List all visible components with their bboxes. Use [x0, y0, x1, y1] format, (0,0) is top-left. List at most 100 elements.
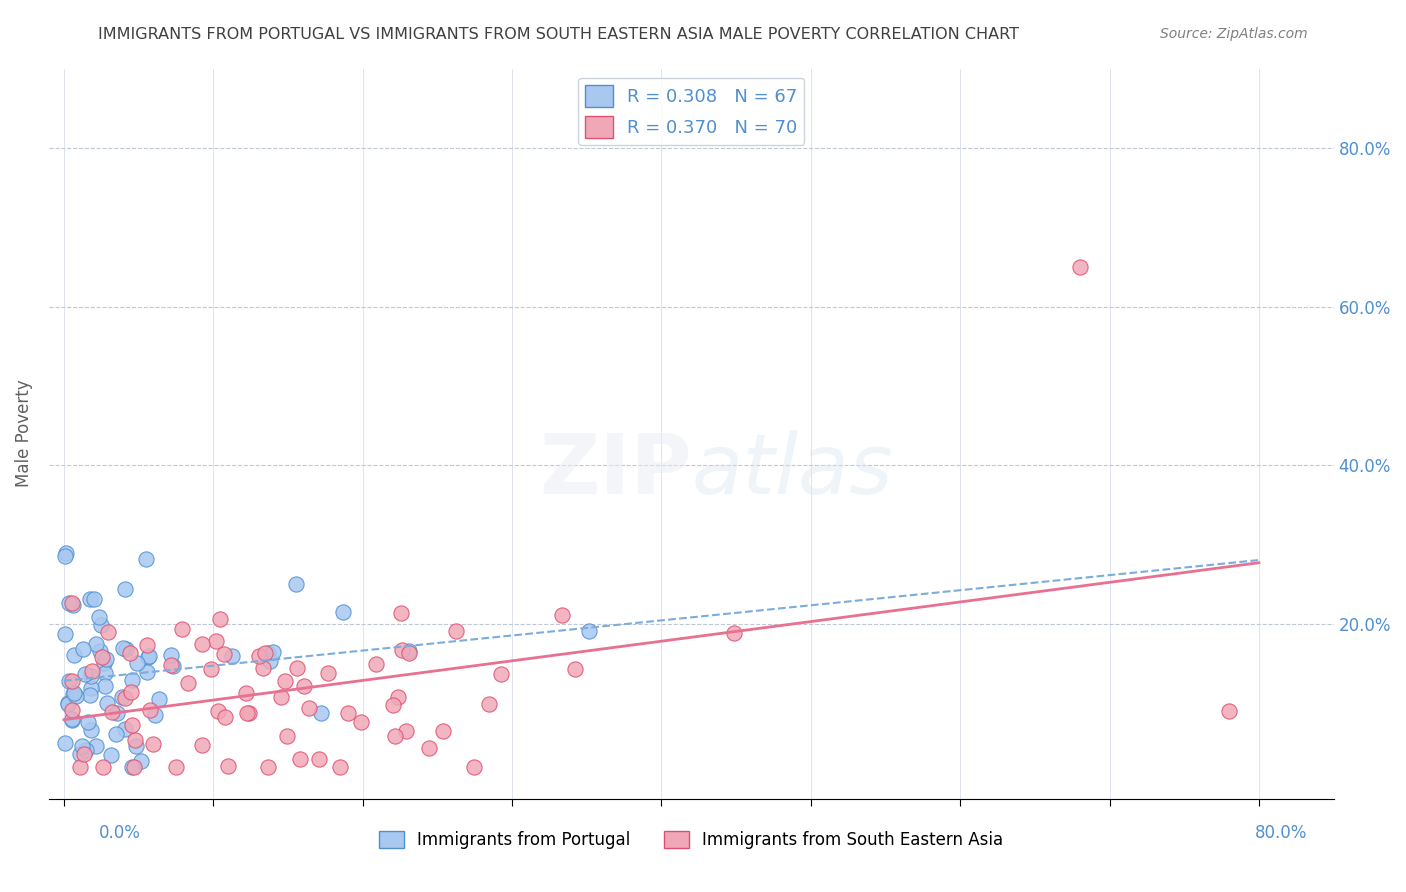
Point [121, 718, 143, 732]
Point [112, 641, 135, 656]
Point [432, 723, 454, 738]
Point [329, 760, 352, 774]
Point [298, 701, 321, 715]
Point [391, 643, 413, 657]
Point [564, 662, 586, 676]
Point [100, 748, 122, 763]
Point [97, 625, 120, 640]
Point [252, 661, 274, 675]
Point [208, 612, 231, 626]
Point [72, 642, 94, 657]
Point [114, 582, 136, 596]
Point [384, 730, 406, 744]
Point [235, 686, 257, 700]
Point [122, 760, 145, 774]
Point [118, 646, 141, 660]
Point [87, 610, 110, 624]
Point [94, 666, 117, 681]
Point [80, 669, 103, 683]
Text: Source: ZipAtlas.com: Source: ZipAtlas.com [1160, 27, 1308, 41]
Point [270, 690, 292, 705]
Point [55, 549, 77, 563]
Point [398, 644, 420, 658]
Point [382, 698, 405, 713]
Point [139, 703, 162, 717]
Point [72, 739, 94, 753]
Point [63, 686, 86, 700]
Point [94, 679, 117, 693]
Point [214, 710, 236, 724]
Point [60, 596, 83, 610]
Point [135, 551, 157, 566]
Point [578, 624, 600, 639]
Point [136, 665, 159, 680]
Point [316, 665, 339, 680]
Point [89, 643, 111, 657]
Point [105, 706, 128, 721]
Point [115, 642, 138, 657]
Point [235, 706, 257, 720]
Point [58, 697, 80, 711]
Point [463, 760, 485, 774]
Point [84, 637, 107, 651]
Point [83, 592, 105, 607]
Point [489, 666, 512, 681]
Point [285, 577, 308, 591]
Point [60, 674, 83, 689]
Point [58, 596, 80, 610]
Point [143, 708, 166, 723]
Point [387, 690, 409, 705]
Point [550, 608, 572, 623]
Point [212, 647, 235, 661]
Point [398, 646, 420, 660]
Point [93, 760, 115, 774]
Point [75, 667, 97, 681]
Point [60, 712, 83, 726]
Point [80, 664, 103, 678]
Point [332, 605, 354, 619]
Point [124, 733, 146, 747]
Point [60, 714, 83, 728]
Text: 80.0%: 80.0% [1256, 824, 1308, 842]
Point [75, 743, 97, 757]
Text: ZIP: ZIP [538, 430, 692, 510]
Point [288, 751, 311, 765]
Point [259, 654, 281, 668]
Point [276, 730, 298, 744]
Point [60, 703, 83, 717]
Point [94, 652, 117, 666]
Point [125, 739, 148, 754]
Point [148, 691, 170, 706]
Point [1218, 705, 1240, 719]
Point [90, 617, 112, 632]
Legend: R = 0.308   N = 67, R = 0.370   N = 70: R = 0.308 N = 67, R = 0.370 N = 70 [578, 78, 804, 145]
Point [311, 706, 333, 721]
Point [136, 639, 159, 653]
Point [69, 760, 91, 774]
Point [69, 747, 91, 761]
Point [221, 649, 243, 664]
Point [159, 657, 181, 672]
Point [292, 679, 315, 693]
Point [364, 657, 387, 671]
Point [723, 625, 745, 640]
Point [91, 649, 114, 664]
Text: atlas: atlas [692, 430, 893, 510]
Point [418, 740, 440, 755]
Point [58, 673, 80, 688]
Point [79, 592, 101, 607]
Point [1069, 260, 1091, 274]
Point [205, 633, 228, 648]
Point [96, 696, 118, 710]
Point [114, 691, 136, 706]
Point [55, 736, 77, 750]
Point [55, 626, 77, 640]
Point [72, 747, 94, 762]
Point [65, 689, 87, 703]
Point [262, 645, 284, 659]
Point [177, 676, 200, 690]
Point [191, 637, 214, 651]
Point [285, 660, 308, 674]
Point [274, 674, 297, 689]
Point [249, 648, 271, 663]
